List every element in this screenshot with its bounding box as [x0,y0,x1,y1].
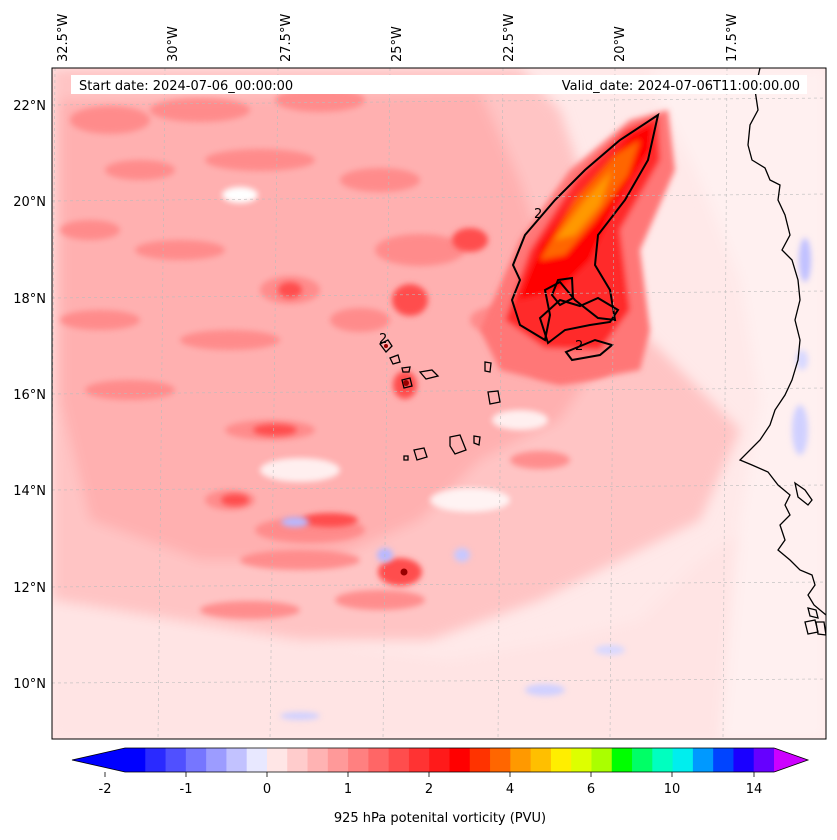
colorbar-segment [408,748,430,772]
colorbar-segment [226,748,248,772]
colorbar-segment [185,748,207,772]
pv-streamer [480,110,675,385]
colorbar-segment [388,748,410,772]
colorbar-ticks [104,772,755,777]
gridlines [52,68,826,739]
start-date-label: Start date: 2024-07-06_00:00:00 [79,79,293,94]
colorbar-segment [753,748,775,772]
colorbar-segment [368,748,390,772]
colorbar-extend-high [774,748,808,772]
colorbar-segment [652,748,674,772]
contour-label: 2 [575,339,583,354]
colorbar-tick-label: -2 [99,782,112,797]
lon-label: 32.5°W [56,14,71,62]
colorbar-tick-label: 0 [263,782,271,797]
lat-label: 20°N [13,195,46,210]
valid-date-label: Valid_date: 2024-07-06T11:00:00.00 [562,79,800,94]
lon-label: 25°W [390,26,405,62]
pv-field-strong [221,228,488,586]
colorbar-segment [206,748,228,772]
date-header: Start date: 2024-07-06_00:00:00 Valid_da… [71,75,807,94]
contour-label: 2 [379,332,387,347]
colorbar-tick-label: 1 [344,782,352,797]
contour-label: 2 [534,207,542,222]
map-frame [51,67,827,740]
colorbar-segment [692,748,714,772]
colorbar-tick-labels: -2 -1 0 1 2 4 6 10 14 [99,782,763,797]
colorbar-segment [550,748,572,772]
colorbar-segment [611,748,633,772]
lon-label: 17.5°W [725,14,740,62]
colorbar-tick-label: 4 [506,782,514,797]
colorbar-tick-label: 2 [425,782,433,797]
colorbar: -2 -1 0 1 2 4 6 10 14 925 hPa potenital … [71,747,810,826]
longitude-labels: 32.5°W 30°W 27.5°W 25°W 22.5°W 20°W 17.5… [56,14,740,62]
colorbar-segment [591,748,613,772]
colorbar-segment [672,748,694,772]
colorbar-tick-label: 10 [664,782,681,797]
date-header-box [71,75,807,94]
map-panel: 2 2 2 Start date: 2024-07-06_00:00:00 Va… [52,68,826,739]
lon-label: 22.5°W [502,14,517,62]
colorbar-segment [307,748,329,772]
lat-label: 10°N [13,677,46,692]
island-outlines [379,339,501,461]
colorbar-segment [449,748,471,772]
colorbar-segment [733,748,755,772]
colorbar-segment [571,748,593,772]
lon-label: 20°W [613,26,628,62]
colorbar-segment [469,748,491,772]
colorbar-segment [125,748,146,772]
colorbar-segment [530,748,552,772]
colorbar-segment [713,748,735,772]
pv-2-contour [510,112,660,362]
lat-label: 14°N [13,484,46,499]
africa-coastline [738,68,826,636]
colorbar-extend-low [72,748,125,772]
colorbar-segment [327,748,349,772]
colorbar-outline [71,747,810,773]
pv-field-light [222,187,811,720]
colorbar-segment [287,748,309,772]
colorbar-tick-label: -1 [180,782,193,797]
lon-label: 27.5°W [279,14,294,62]
lon-label: 30°W [166,26,181,62]
colorbar-segment [632,748,653,772]
pv-field-patches [60,88,610,619]
lat-label: 22°N [13,99,46,114]
colorbar-segment [266,748,288,772]
colorbar-segment [429,748,451,772]
colorbar-tick-label: 14 [746,782,763,797]
lat-label: 18°N [13,292,46,307]
colorbar-segment [145,748,167,772]
contour-labels: 2 2 2 [379,207,583,354]
colorbar-tick-label: 6 [587,782,595,797]
island-core [384,344,409,576]
colorbar-title: 925 hPa potenital vorticity (PVU) [334,811,546,826]
colorbar-segment [348,748,369,772]
colorbar-segment [490,748,511,772]
colorbar-segment [165,748,187,772]
colorbar-segment [510,748,532,772]
colorbar-segments [125,748,775,772]
lat-label: 12°N [13,581,46,596]
latitude-labels: 22°N 20°N 18°N 16°N 14°N 12°N 10°N [13,99,46,692]
colorbar-segment [246,748,268,772]
lat-label: 16°N [13,388,46,403]
